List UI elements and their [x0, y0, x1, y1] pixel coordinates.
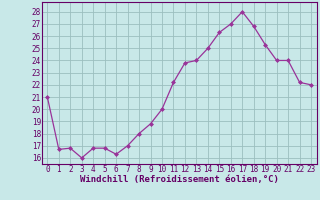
X-axis label: Windchill (Refroidissement éolien,°C): Windchill (Refroidissement éolien,°C)	[80, 175, 279, 184]
